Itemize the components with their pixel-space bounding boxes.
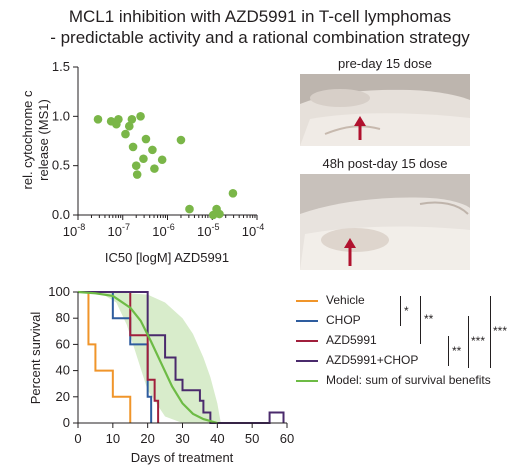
scatter-point xyxy=(132,170,142,179)
mouse-photo-post-dose-image xyxy=(300,174,470,270)
photo-top-label: pre-day 15 dose xyxy=(338,56,432,71)
scatter-point xyxy=(93,114,103,124)
model-line xyxy=(77,290,218,425)
survival-x-tick-label: 50 xyxy=(245,431,259,446)
survival-x-tick-label: 20 xyxy=(140,431,154,446)
title-line-2: - predictable activity and a rational co… xyxy=(50,28,470,47)
scatter-point xyxy=(136,112,145,121)
survival-x-label: Days of treatment xyxy=(131,450,234,465)
sig-mark-3: ** xyxy=(452,344,462,358)
sig-bar-3 xyxy=(448,336,449,366)
sig-mark-4: *** xyxy=(471,334,486,348)
scatter-y-tick-label: 1.0 xyxy=(52,108,70,123)
survival-x-tick-label: 30 xyxy=(175,431,189,446)
survival-x-tick-label: 10 xyxy=(106,431,120,446)
scatter-x-label: IC50 [logM] AZD5991 xyxy=(105,250,229,265)
survival-x-tick-label: 0 xyxy=(74,431,81,446)
legend-swatch-chop xyxy=(296,320,318,322)
scatter-point xyxy=(141,134,151,144)
legend-swatch-vehicle xyxy=(296,300,318,302)
scatter-point xyxy=(131,161,141,170)
photo-bottom-label: 48h post-day 15 dose xyxy=(322,156,448,171)
survival-y-tick-label: 60 xyxy=(56,336,70,351)
survival-y-tick-label: 20 xyxy=(56,389,70,404)
legend-label-model: Model: sum of survival benefits xyxy=(326,373,491,387)
legend-swatch-model xyxy=(296,380,318,382)
sig-mark-2: ** xyxy=(424,312,434,326)
figure-title: MCL1 inhibition with AZD5991 in T-cell l… xyxy=(0,6,520,48)
scatter-y-tick-label: 0.0 xyxy=(52,207,70,222)
survival-y-tick-label: 40 xyxy=(56,363,70,378)
scatter-point xyxy=(157,155,167,165)
sig-bar-4 xyxy=(468,316,469,368)
scatter-y-tick-label: 1.5 xyxy=(52,60,70,74)
mouse-photo-post-dose xyxy=(300,174,470,270)
scatter-point xyxy=(176,135,186,145)
scatter-point xyxy=(127,114,137,124)
sig-mark-5: *** xyxy=(493,324,508,338)
scatter-x-tick-label: 10-4 xyxy=(242,222,264,239)
scatter-point xyxy=(215,209,224,219)
legend-label-azd5991: AZD5991 xyxy=(326,333,377,347)
scatter-y-label-line2: release (MS1) xyxy=(36,99,51,181)
survival-y-tick-label: 0 xyxy=(63,415,70,430)
scatter-chart: 0.0 0.5 1.0 1.5 10-8 10-7 10-6 10-5 10-4 rel. c… xyxy=(20,60,264,265)
sig-bar-1 xyxy=(400,296,401,326)
scatter-point xyxy=(185,204,194,214)
scatter-x-tick-label: 10-5 xyxy=(197,222,219,239)
title-line-1: MCL1 inhibition with AZD5991 in T-cell l… xyxy=(68,7,452,26)
legend-label-combo: AZD5991+CHOP xyxy=(326,353,419,367)
mouse-photo-pre-dose-image xyxy=(300,74,470,146)
survival-chart: 0 20 40 60 80 100 0 10 20 30 40 50 60 Percent survi… xyxy=(28,284,294,465)
scatter-y-label-line1: rel. cytochrome c xyxy=(20,90,35,189)
vehicle-line xyxy=(78,291,132,423)
scatter-x-tick-label: 10-6 xyxy=(152,222,174,239)
scatter-point xyxy=(228,188,238,198)
survival-y-label: Percent survival xyxy=(28,312,43,405)
scatter-x-tick-label: 10-7 xyxy=(108,222,130,239)
legend-swatch-azd5991 xyxy=(296,340,318,342)
legend-swatch-combo xyxy=(296,360,318,362)
scatter-point xyxy=(150,164,159,173)
survival-y-tick-label: 80 xyxy=(56,310,70,325)
model-confidence-band xyxy=(78,292,221,423)
chop-line xyxy=(78,291,153,423)
mouse-photo-pre-dose xyxy=(300,74,470,146)
scatter-point xyxy=(121,129,130,139)
scatter-point xyxy=(148,145,157,155)
scatter-point xyxy=(124,121,134,131)
scatter-point xyxy=(139,154,148,164)
scatter-point xyxy=(128,142,138,152)
survival-x-tick-label: 40 xyxy=(210,431,224,446)
legend-label-vehicle: Vehicle xyxy=(326,293,365,307)
scatter-y-tick-label: 0.5 xyxy=(52,158,70,173)
legend-label-chop: CHOP xyxy=(326,313,361,327)
sig-bar-5 xyxy=(490,296,491,368)
scatter-x-tick-label: 10-8 xyxy=(63,222,85,239)
scatter-point xyxy=(114,114,123,124)
survival-y-tick-label: 100 xyxy=(48,284,70,299)
survival-x-tick-label: 60 xyxy=(280,431,294,446)
sig-bar-2 xyxy=(420,296,421,344)
sig-mark-1: * xyxy=(404,304,409,318)
